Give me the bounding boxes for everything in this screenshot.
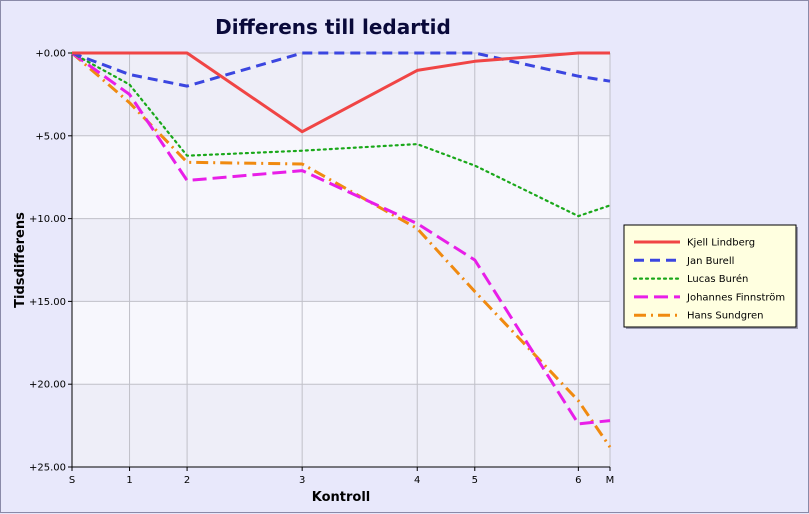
y-tick-label: +0.00 [35, 49, 66, 60]
series-line-1 [71, 51, 611, 88]
y-axis-label: Tidsdifferens [13, 212, 28, 308]
legend-label: Jan Burell [686, 256, 734, 267]
legend: Kjell Lindberg Jan Burell Lucas Burén Johan… [623, 224, 798, 329]
x-tick-label: M [606, 475, 615, 486]
plot-band [72, 218, 610, 302]
plot-background [72, 53, 610, 467]
x-tick-label: 6 [575, 475, 581, 486]
x-tick-label: 3 [299, 475, 305, 486]
plot-band [72, 301, 610, 385]
plot-band [72, 135, 610, 219]
x-tick-label: S [69, 475, 75, 486]
x-axis-label: Kontroll [312, 490, 371, 505]
y-tick-label: +20.00 [29, 380, 66, 391]
y-tick-label: +15.00 [29, 297, 66, 308]
tick-labels: +0.00 +5.00 +10.00 +15.00 +20.00 +25.00S 1 2 3 4 5… [29, 49, 614, 487]
x-tick-label: 1 [126, 475, 132, 486]
plot-band [72, 53, 610, 136]
x-tick-label: 4 [414, 475, 420, 486]
series-lines [70, 51, 612, 448]
legend-label: Lucas Burén [687, 273, 748, 285]
series-line-2 [70, 51, 612, 218]
y-tick-label: +25.00 [29, 463, 66, 474]
plot-band [72, 384, 610, 467]
legend-label: Johannes Finnström [686, 292, 785, 303]
series-line-0 [72, 51, 610, 134]
x-tick-label: 2 [184, 475, 190, 486]
series-line-3 [71, 51, 611, 426]
x-tick-label: 5 [472, 475, 478, 486]
legend-label: Hans Sundgren [687, 311, 763, 322]
chart-title: Differens till ledartid [215, 15, 451, 39]
y-tick-label: +5.00 [35, 131, 66, 142]
legend-label: Kjell Lindberg [687, 238, 755, 249]
y-tick-label: +10.00 [29, 214, 66, 225]
